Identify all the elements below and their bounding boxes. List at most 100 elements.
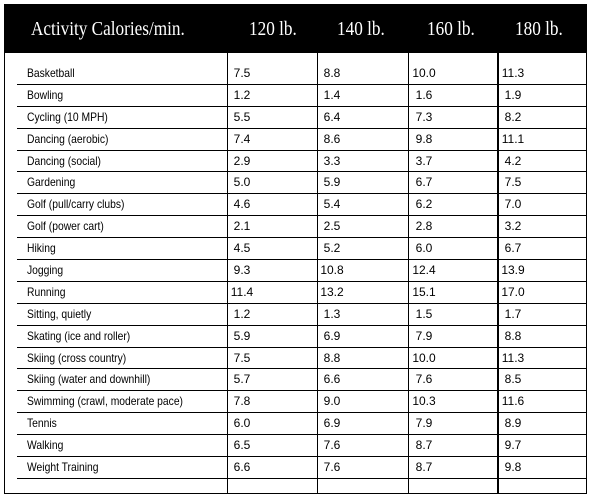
- calorie-value: 7.8: [233, 394, 251, 409]
- calorie-value: 5.0: [233, 175, 251, 190]
- calorie-value: 11.1: [501, 131, 525, 146]
- calorie-value: 1.9: [504, 87, 522, 102]
- calorie-value: 5.4: [323, 197, 341, 212]
- calorie-value: 7.5: [504, 175, 522, 190]
- calorie-value: 8.7: [415, 438, 433, 453]
- calorie-value: 7.9: [415, 328, 433, 343]
- activity-name: Tennis: [27, 416, 57, 431]
- calorie-value: 13.2: [320, 284, 344, 299]
- calorie-value: 6.7: [504, 241, 522, 256]
- calorie-value: 8.8: [504, 328, 522, 343]
- calorie-value: 5.5: [233, 109, 251, 124]
- table-row: Dancing (aerobic) 7.4 8.6 9.8 11.1: [17, 129, 586, 151]
- calorie-value: 1.4: [323, 87, 341, 102]
- table-row: Golf (pull/carry clubs) 4.6 5.4 6.2 7.0: [17, 194, 586, 217]
- table-row: Dancing (social) 2.9 3.3 3.7 4.2: [17, 151, 586, 173]
- calorie-value: 9.8: [504, 460, 522, 475]
- calorie-value: 5.9: [233, 328, 251, 343]
- calorie-value: 7.6: [323, 460, 341, 475]
- table-row: Sitting, quietly 1.2 1.3 1.5 1.7: [17, 304, 586, 326]
- calorie-value: 9.7: [504, 438, 522, 453]
- column-divider: [408, 53, 409, 493]
- weight-header-160: 160 lb.: [427, 18, 475, 40]
- calorie-value: 7.5: [233, 66, 251, 80]
- calorie-value: 8.8: [323, 66, 341, 80]
- table-row: Gardening 5.0 5.9 6.7 7.5: [17, 172, 586, 195]
- calorie-value: 6.2: [415, 197, 433, 212]
- calorie-value: 15.1: [412, 284, 436, 299]
- calorie-value: 5.2: [323, 241, 341, 256]
- calorie-value: 9.8: [415, 131, 433, 146]
- calorie-table-body: Basketball 7.5 8.8 10.0 11.3 Bowling 1.2 1.4 1.6…: [17, 63, 586, 479]
- table-row: Skiing (water and downhill) 5.7 6.6 7.6 8.5: [17, 369, 586, 392]
- calorie-value: 1.3: [323, 306, 341, 321]
- activity-name: Gardening: [27, 175, 76, 190]
- weight-header-180: 180 lb.: [515, 18, 563, 40]
- calorie-value: 10.0: [412, 66, 436, 80]
- calorie-value: 13.9: [501, 263, 525, 278]
- calorie-value: 8.5: [504, 372, 522, 387]
- activity-name: Golf (power cart): [27, 219, 104, 234]
- calorie-value: 11.6: [501, 394, 525, 409]
- column-divider: [227, 53, 228, 493]
- calorie-value: 11.3: [501, 66, 525, 80]
- table-row: Tennis 6.0 6.9 7.9 8.9: [17, 413, 586, 436]
- activity-name: Swimming (crawl, moderate pace): [27, 394, 183, 409]
- calorie-value: 6.0: [233, 416, 251, 431]
- calorie-value: 9.3: [233, 263, 251, 278]
- calorie-value: 2.9: [233, 153, 251, 168]
- calorie-value: 2.1: [233, 219, 251, 234]
- calorie-value: 4.6: [233, 197, 251, 212]
- activity-name: Hiking: [27, 241, 56, 256]
- table-header: Activity Calories/min. 120 lb. 140 lb. 1…: [5, 5, 586, 53]
- calorie-value: 1.5: [415, 306, 433, 321]
- table-row: Hiking 4.5 5.2 6.0 6.7: [17, 238, 586, 261]
- calorie-value: 4.5: [233, 241, 251, 256]
- activity-column-header: Activity Calories/min.: [31, 18, 185, 40]
- activity-name: Weight Training: [27, 460, 99, 475]
- calorie-value: 8.6: [323, 131, 341, 146]
- activity-name: Golf (pull/carry clubs): [27, 197, 125, 212]
- weight-header-140: 140 lb.: [337, 18, 385, 40]
- activity-name: Skiing (cross country): [27, 350, 127, 365]
- table-row: Skiing (cross country) 7.5 8.8 10.0 11.3: [17, 348, 586, 370]
- calorie-value: 7.0: [504, 197, 522, 212]
- table-row: Skating (ice and roller) 5.9 6.9 7.9 8.8: [17, 326, 586, 348]
- calorie-value: 6.0: [415, 241, 433, 256]
- calorie-value: 3.7: [415, 153, 433, 168]
- table-row: Bowling 1.2 1.4 1.6 1.9: [17, 85, 586, 107]
- calorie-value: 7.6: [323, 438, 341, 453]
- calorie-value: 5.9: [323, 175, 341, 190]
- calorie-table-frame: Activity Calories/min. 120 lb. 140 lb. 1…: [4, 4, 587, 494]
- calorie-value: 9.0: [323, 394, 341, 409]
- activity-name: Skiing (water and downhill): [27, 372, 151, 387]
- calorie-value: 10.3: [412, 394, 436, 409]
- calorie-value: 6.5: [233, 438, 251, 453]
- table-row: Basketball 7.5 8.8 10.0 11.3: [17, 63, 586, 85]
- table-row: Swimming (crawl, moderate pace) 7.8 9.0 10.…: [17, 391, 586, 414]
- table-row: Running 11.4 13.2 15.1 17.0: [17, 282, 586, 304]
- activity-name: Basketball: [27, 66, 75, 80]
- table-row: Jogging 9.3 10.8 12.4 13.9: [17, 260, 586, 282]
- table-row: Walking 6.5 7.6 8.7 9.7: [17, 435, 586, 458]
- calorie-value: 6.6: [323, 372, 341, 387]
- activity-name: Jogging: [27, 263, 64, 278]
- calorie-value: 2.5: [323, 219, 341, 234]
- calorie-value: 17.0: [501, 284, 525, 299]
- activity-name: Dancing (aerobic): [27, 131, 109, 146]
- column-divider: [317, 53, 318, 493]
- calorie-value: 11.4: [230, 284, 254, 299]
- weight-header-120: 120 lb.: [249, 18, 297, 40]
- activity-name: Dancing (social): [27, 153, 102, 168]
- activity-name: Running: [27, 284, 66, 299]
- calorie-value: 6.4: [323, 109, 341, 124]
- calorie-value: 6.9: [323, 328, 341, 343]
- activity-name: Cycling (10 MPH): [27, 109, 108, 124]
- calorie-value: 1.2: [233, 87, 251, 102]
- calorie-value: 7.3: [415, 109, 433, 124]
- calorie-value: 3.2: [504, 219, 522, 234]
- activity-name: Skating (ice and roller): [27, 328, 131, 343]
- calorie-value: 8.2: [504, 109, 522, 124]
- activity-name: Bowling: [27, 87, 64, 102]
- calorie-value: 10.0: [412, 350, 436, 365]
